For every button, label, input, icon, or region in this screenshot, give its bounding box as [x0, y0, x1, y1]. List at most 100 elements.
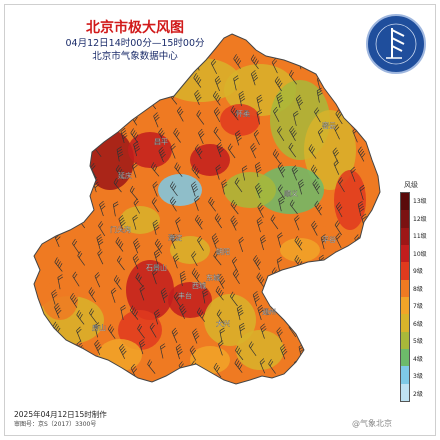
wind-barb: [291, 165, 299, 181]
wind-barb: [139, 338, 146, 355]
wind-barb: [99, 200, 106, 217]
wind-barb: [147, 359, 156, 374]
wind-barb: [198, 128, 205, 145]
wind-barb: [316, 322, 325, 338]
legend-label: 13级: [413, 198, 427, 206]
wind-barb: [130, 128, 139, 143]
wind-barb: [253, 255, 261, 270]
production-time: 2025年04月12日15时制作: [14, 410, 107, 419]
wind-barb: [55, 146, 62, 162]
wind-barb: [314, 107, 321, 123]
wind-barb: [51, 289, 58, 305]
wind-barb: [55, 160, 62, 177]
wind-barb: [71, 128, 79, 144]
wind-barb: [337, 326, 344, 342]
wind-barb: [334, 124, 340, 140]
wind-patch: [42, 280, 78, 320]
legend-swatch: [401, 244, 409, 263]
wind-barb: [153, 249, 161, 265]
wind-barb: [257, 304, 264, 321]
wind-barb: [288, 142, 297, 158]
wind-barb: [132, 162, 138, 178]
wind-barb: [151, 197, 159, 213]
time-range: 04月12日14时00分—15时00分: [65, 38, 205, 49]
wind-barb: [174, 162, 183, 177]
wind-patch: [256, 166, 324, 214]
wind-barb: [191, 251, 198, 267]
wind-barb: [132, 253, 140, 270]
wind-barb: [97, 249, 104, 265]
wind-barb: [160, 287, 168, 304]
wind-barb: [77, 180, 84, 196]
wind-barb: [196, 110, 205, 125]
wind-barb: [355, 274, 361, 290]
wind-barb: [170, 233, 177, 249]
legend-swatch: [401, 279, 409, 297]
wind-barb: [158, 146, 166, 163]
legend-swatch: [401, 331, 409, 349]
wind-barb: [314, 200, 323, 216]
wind-barb: [154, 238, 163, 254]
wind-barb: [351, 363, 357, 379]
wind-barb: [334, 271, 341, 287]
wind-barb: [276, 92, 284, 108]
wind-barb: [213, 362, 222, 378]
wind-patch: [128, 132, 172, 168]
wind-barb: [248, 341, 257, 357]
wind-barb: [359, 184, 365, 201]
district-label: 门头沟: [110, 225, 131, 234]
wind-patch: [224, 172, 276, 208]
legend-label: 9级: [413, 268, 423, 276]
wind-barb: [194, 144, 203, 160]
map-title: 北京市极大风图: [86, 20, 184, 36]
wind-barb: [154, 309, 161, 325]
wind-barb: [55, 88, 64, 104]
wind-barb: [189, 345, 197, 361]
wind-patch: [280, 238, 320, 262]
wind-barb: [294, 235, 303, 251]
wind-barb: [257, 202, 264, 218]
wind-patch: [118, 310, 162, 350]
wind-barb: [152, 219, 160, 235]
wind-barb: [319, 273, 327, 290]
wind-barb: [335, 233, 342, 249]
wind-barb: [357, 146, 366, 162]
wind-barb: [115, 164, 124, 180]
wind-barb: [253, 129, 260, 146]
wind-barb: [230, 105, 239, 121]
wind-barb: [118, 215, 126, 231]
wind-barb: [250, 143, 257, 159]
wind-barb: [294, 359, 301, 375]
wind-barb: [259, 234, 267, 251]
legend-color-bar: [400, 192, 410, 402]
wind-barb: [289, 125, 297, 141]
wind-patch: [304, 110, 356, 190]
wind-barb: [120, 75, 127, 92]
wind-barb: [320, 234, 327, 250]
wind-barb: [256, 272, 265, 288]
wind-barb: [135, 92, 143, 108]
wind-barb: [357, 288, 365, 304]
wind-barb: [233, 75, 239, 91]
wind-barb: [293, 110, 299, 126]
wind-barb: [169, 196, 177, 212]
wind-barb: [274, 76, 283, 92]
wind-patch: [168, 282, 212, 318]
wind-barb: [152, 71, 161, 88]
district-label: 海淀: [168, 233, 182, 242]
wind-barb: [277, 232, 283, 248]
wind-barb: [116, 51, 122, 67]
wind-barb: [120, 127, 128, 144]
wind-barb: [252, 291, 260, 307]
wind-barb: [52, 56, 61, 71]
wind-barb: [192, 328, 200, 344]
legend-swatch: [401, 348, 409, 367]
legend-title: 风级: [404, 181, 418, 189]
legend-label: 7级: [413, 303, 423, 311]
district-label: 昌平: [154, 138, 168, 146]
wind-barb: [255, 183, 263, 199]
wind-barb: [136, 52, 144, 68]
wind-patch: [98, 339, 142, 371]
wind-barb: [276, 327, 283, 343]
